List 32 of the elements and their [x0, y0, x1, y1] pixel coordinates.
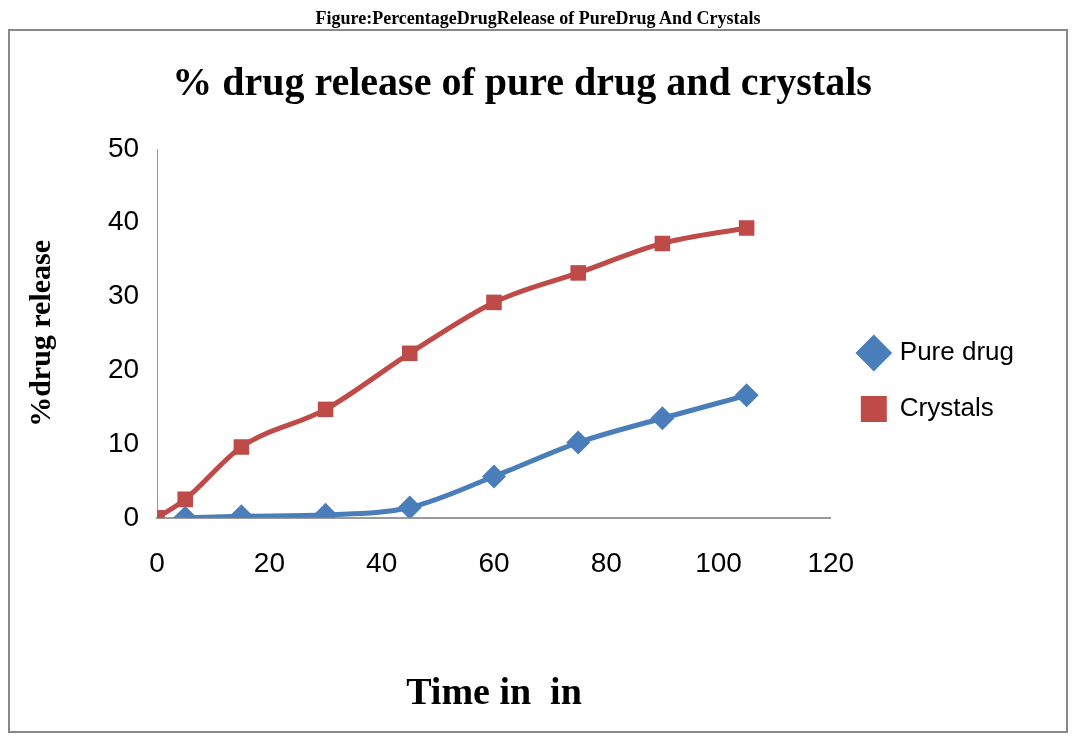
point — [650, 406, 675, 431]
text: Figure:PercentageDrugRelease of PureDrug And Crystals — [314, 8, 762, 29]
legend-label: Pure drug — [899, 336, 1015, 367]
x-tick-label: 20 — [253, 547, 285, 579]
x-tick-label: 0 — [149, 547, 165, 579]
x-axis-title: Time in in — [406, 670, 582, 713]
point — [566, 430, 591, 455]
legend-label: Crystals — [899, 392, 994, 423]
point — [397, 495, 422, 518]
y-tick-label: 20 — [107, 353, 140, 384]
point — [481, 464, 506, 489]
point — [570, 265, 586, 281]
x-tick-label: 60 — [478, 547, 510, 579]
y-tick-label: 30 — [107, 279, 140, 311]
y-axis-title: %drug release — [22, 239, 56, 427]
y-tick-label: 40 — [107, 205, 140, 237]
point — [734, 383, 759, 408]
y-tick-label: 10 — [107, 426, 140, 458]
x-tick-label: 120 — [807, 547, 855, 579]
x-tick-label: 80 — [590, 547, 622, 579]
x-tick-label: 40 — [366, 547, 398, 579]
y-tick-label: 0 — [123, 500, 140, 532]
point — [177, 491, 193, 508]
point — [317, 401, 334, 418]
point — [401, 345, 418, 362]
chart-title: % drug release of pure drug and crystals — [172, 59, 872, 105]
x-tick-label: 100 — [695, 547, 742, 579]
point — [738, 220, 755, 236]
point — [486, 294, 502, 311]
y-tick-label: 50 — [107, 131, 140, 163]
point — [233, 439, 250, 455]
point — [654, 235, 671, 252]
